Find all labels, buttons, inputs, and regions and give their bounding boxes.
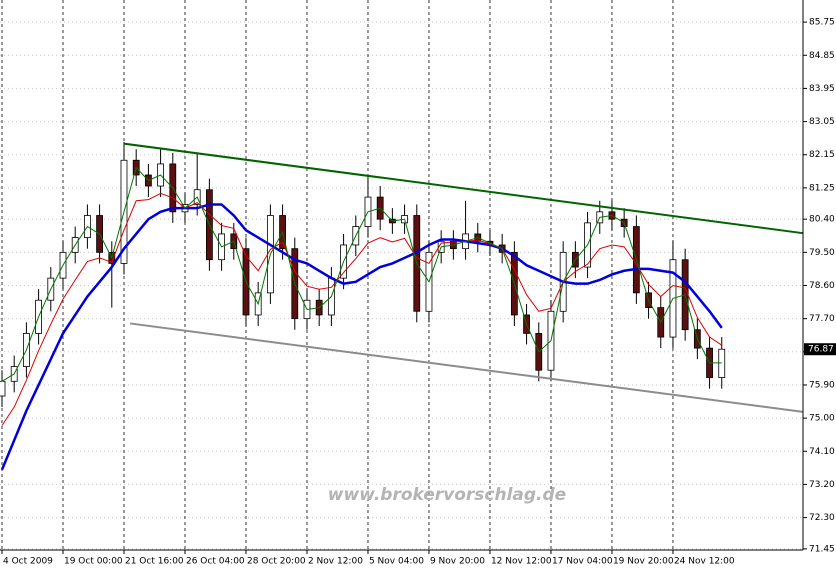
- x-tick-label: 12 Nov 12:00: [491, 557, 552, 567]
- x-tick-label: 2 Nov 12:00: [308, 557, 363, 567]
- x-tick-label: 21 Oct 16:00: [125, 557, 184, 567]
- x-tick-label: 26 Oct 04:00: [186, 557, 245, 567]
- y-tick-label: 77.70: [809, 314, 835, 324]
- y-tick-label: 71.45: [809, 544, 835, 554]
- price-label: 76.87: [808, 345, 834, 355]
- x-tick-label: 5 Nov 04:00: [369, 557, 424, 567]
- y-tick-label: 85.75: [809, 18, 835, 28]
- y-tick-label: 82.15: [809, 150, 835, 160]
- moving-average: [1, 166, 722, 382]
- price-marker: [804, 343, 836, 356]
- y-tick-label: 80.40: [809, 215, 835, 225]
- x-tick-label: 28 Oct 20:00: [247, 557, 306, 567]
- trend-line: [123, 142, 804, 235]
- trend-line: [129, 322, 804, 413]
- y-tick-label: 81.25: [809, 183, 835, 193]
- moving-average: [0, 203, 723, 471]
- x-tick-label: 19 Oct 00:00: [64, 557, 123, 567]
- x-tick-label: 9 Nov 20:00: [430, 557, 485, 567]
- y-tick-label: 79.50: [809, 248, 835, 258]
- y-tick-label: 75.00: [809, 414, 835, 424]
- x-tick-label: 24 Nov 12:00: [674, 557, 735, 567]
- x-tick-label: 4 Oct 2009: [3, 557, 53, 567]
- y-tick-label: 74.10: [809, 447, 835, 457]
- y-tick-label: 75.90: [809, 380, 835, 390]
- watermark: www.brokervorschlag.de: [328, 485, 566, 505]
- candle-body: [718, 348, 726, 378]
- moving-average: [1, 192, 723, 426]
- y-tick-label: 83.95: [809, 84, 835, 94]
- candle-body: [0, 380, 6, 397]
- y-tick-label: 78.60: [809, 281, 835, 291]
- y-tick-label: 72.30: [809, 513, 835, 523]
- x-tick-label: 19 Nov 20:00: [613, 557, 674, 567]
- y-tick-label: 84.85: [809, 51, 835, 61]
- y-tick-label: 73.20: [809, 480, 835, 490]
- x-tick-label: 17 Nov 04:00: [552, 557, 613, 567]
- y-tick-label: 83.05: [809, 117, 835, 127]
